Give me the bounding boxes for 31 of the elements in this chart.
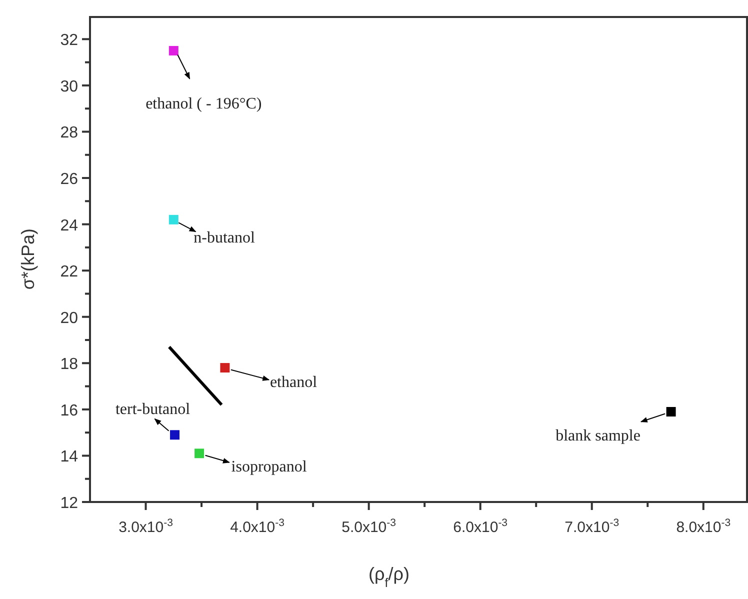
- y-tick-label: 24: [60, 217, 78, 234]
- annotation: tert-butanol: [115, 400, 191, 418]
- x-tick-label: 7.0x10$^{-3}$: [564, 517, 620, 536]
- y-tick-label: 18: [60, 356, 78, 374]
- y-tick-label: 20: [60, 310, 78, 327]
- x-tick-label: 4.0x10$^{-3}$: [230, 517, 285, 536]
- x-tick-label: 8.0x10$^{-3}$: [676, 517, 731, 536]
- point: [170, 430, 180, 440]
- y-tick-label: 26: [60, 171, 78, 188]
- x-tick-label: 6.0x10$^{-3}$: [453, 517, 508, 536]
- annotation: ethanol: [270, 374, 318, 391]
- y-tick-label: 16: [60, 402, 78, 420]
- y-tick-label: 14: [60, 448, 78, 466]
- point: [194, 448, 204, 458]
- point: [168, 46, 178, 56]
- y-tick-label: 30: [60, 78, 78, 96]
- point: [168, 214, 178, 224]
- y-tick-label: 32: [60, 32, 78, 50]
- y-tick-label: 22: [60, 264, 78, 281]
- y-axis-title: σ*(kPa): [18, 228, 38, 290]
- x-axis-title: (ρ$_{f}$/ρ): [368, 564, 410, 590]
- x-tick-label: 3.0x10$^{-3}$: [118, 517, 174, 536]
- annotation: ethanol ( - 196°C): [146, 96, 262, 113]
- annotation: blank sample: [556, 428, 640, 445]
- annotation: n-butanol: [194, 230, 256, 247]
- y-tick-label: 12: [60, 495, 78, 512]
- x-tick-label: 5.0x10$^{-3}$: [342, 517, 396, 536]
- annotation: isopropanol: [231, 458, 308, 476]
- y-tick-label: 28: [60, 124, 78, 142]
- point: [666, 407, 676, 416]
- point: [220, 363, 230, 373]
